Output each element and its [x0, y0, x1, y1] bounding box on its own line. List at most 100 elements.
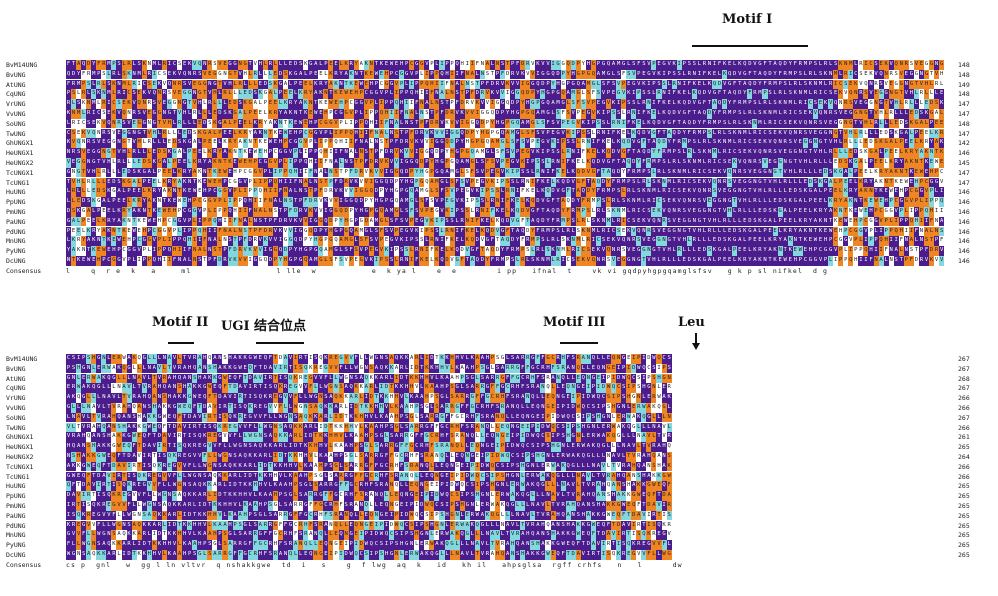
- residue: S: [404, 412, 410, 423]
- residue: G: [454, 167, 460, 178]
- residue: K: [227, 158, 233, 168]
- residue: Y: [636, 158, 642, 168]
- residue: V: [318, 128, 324, 139]
- residue: I: [520, 432, 526, 442]
- residue: P: [187, 216, 193, 227]
- residue: V: [454, 118, 460, 129]
- residue: R: [131, 109, 137, 119]
- residue: P: [641, 167, 647, 178]
- residue: L: [131, 158, 137, 168]
- residue: M: [358, 226, 364, 237]
- residue: V: [767, 138, 773, 148]
- residue: T: [934, 148, 940, 158]
- residue: G: [202, 197, 208, 207]
- residue: G: [449, 197, 455, 207]
- residue: V: [136, 452, 142, 462]
- residue: F: [590, 89, 596, 99]
- residue: E: [848, 216, 854, 227]
- residue: N: [479, 69, 485, 80]
- residue: V: [288, 393, 294, 403]
- residue: V: [732, 177, 738, 188]
- residue: L: [706, 138, 712, 148]
- residue: P: [838, 246, 844, 256]
- residue: H: [469, 363, 475, 374]
- residue: Q: [469, 432, 475, 442]
- residue: G: [409, 197, 415, 207]
- residue: G: [717, 246, 723, 256]
- residue: L: [449, 363, 455, 374]
- residue: H: [277, 138, 284, 148]
- residue: R: [873, 118, 879, 129]
- residue: E: [484, 216, 490, 227]
- residue: E: [797, 138, 803, 148]
- residue: N: [782, 99, 788, 109]
- residue: L: [358, 422, 364, 433]
- residue: A: [656, 422, 662, 433]
- residue: Q: [454, 246, 460, 256]
- residue: E: [616, 412, 622, 423]
- residue: H: [141, 393, 147, 403]
- residue: E: [712, 69, 718, 80]
- residue: K: [298, 89, 304, 99]
- residue: A: [939, 216, 945, 227]
- residue: L: [146, 148, 152, 158]
- residue: V: [515, 158, 521, 168]
- residue: P: [828, 236, 834, 246]
- residue: N: [101, 148, 107, 158]
- residue: S: [424, 109, 430, 119]
- residue: A: [383, 412, 389, 423]
- residue: T: [474, 79, 480, 90]
- residue: T: [717, 207, 723, 217]
- residue: V: [424, 216, 430, 227]
- residue: K: [600, 148, 607, 158]
- residue: K: [843, 187, 849, 197]
- residue: H: [848, 128, 854, 139]
- residue: A: [474, 148, 480, 158]
- residue: C: [96, 109, 102, 119]
- residue: E: [545, 177, 551, 188]
- residue: Q: [91, 128, 97, 139]
- residue: G: [575, 177, 581, 188]
- residue: N: [131, 128, 137, 139]
- residue: T: [328, 89, 334, 99]
- residue: N: [510, 403, 516, 413]
- residue: I: [494, 177, 501, 188]
- residue: S: [535, 158, 541, 168]
- residue: F: [232, 216, 238, 227]
- residue: R: [101, 128, 107, 139]
- residue: E: [111, 354, 117, 364]
- residue: E: [873, 158, 879, 168]
- residue: N: [646, 246, 652, 256]
- residue: D: [585, 187, 591, 197]
- residue: V: [484, 99, 490, 109]
- residue: L: [308, 79, 314, 90]
- residue: P: [590, 118, 596, 129]
- residue: G: [227, 69, 233, 80]
- residue: A: [661, 393, 667, 403]
- residue: E: [182, 158, 188, 168]
- residue: Q: [232, 373, 238, 384]
- residue: L: [81, 226, 87, 237]
- residue: P: [918, 207, 924, 217]
- residue: E: [883, 187, 889, 197]
- residue: P: [636, 354, 642, 364]
- residue: L: [777, 177, 783, 188]
- residue: S: [545, 432, 551, 442]
- residue: V: [429, 373, 435, 384]
- residue: L: [434, 373, 440, 384]
- residue: S: [419, 197, 425, 207]
- residue: K: [383, 363, 389, 374]
- residue: V: [313, 207, 319, 217]
- residue: I: [242, 187, 248, 197]
- residue: E: [560, 383, 566, 393]
- residue: L: [399, 118, 405, 129]
- residue: P: [646, 373, 652, 384]
- residue: I: [394, 89, 400, 99]
- residue: Q: [414, 158, 420, 168]
- residue: E: [288, 89, 294, 99]
- residue: V: [303, 138, 309, 148]
- residue: D: [494, 246, 501, 256]
- residue: A: [283, 79, 289, 90]
- residue: G: [913, 187, 919, 197]
- residue: C: [908, 187, 914, 197]
